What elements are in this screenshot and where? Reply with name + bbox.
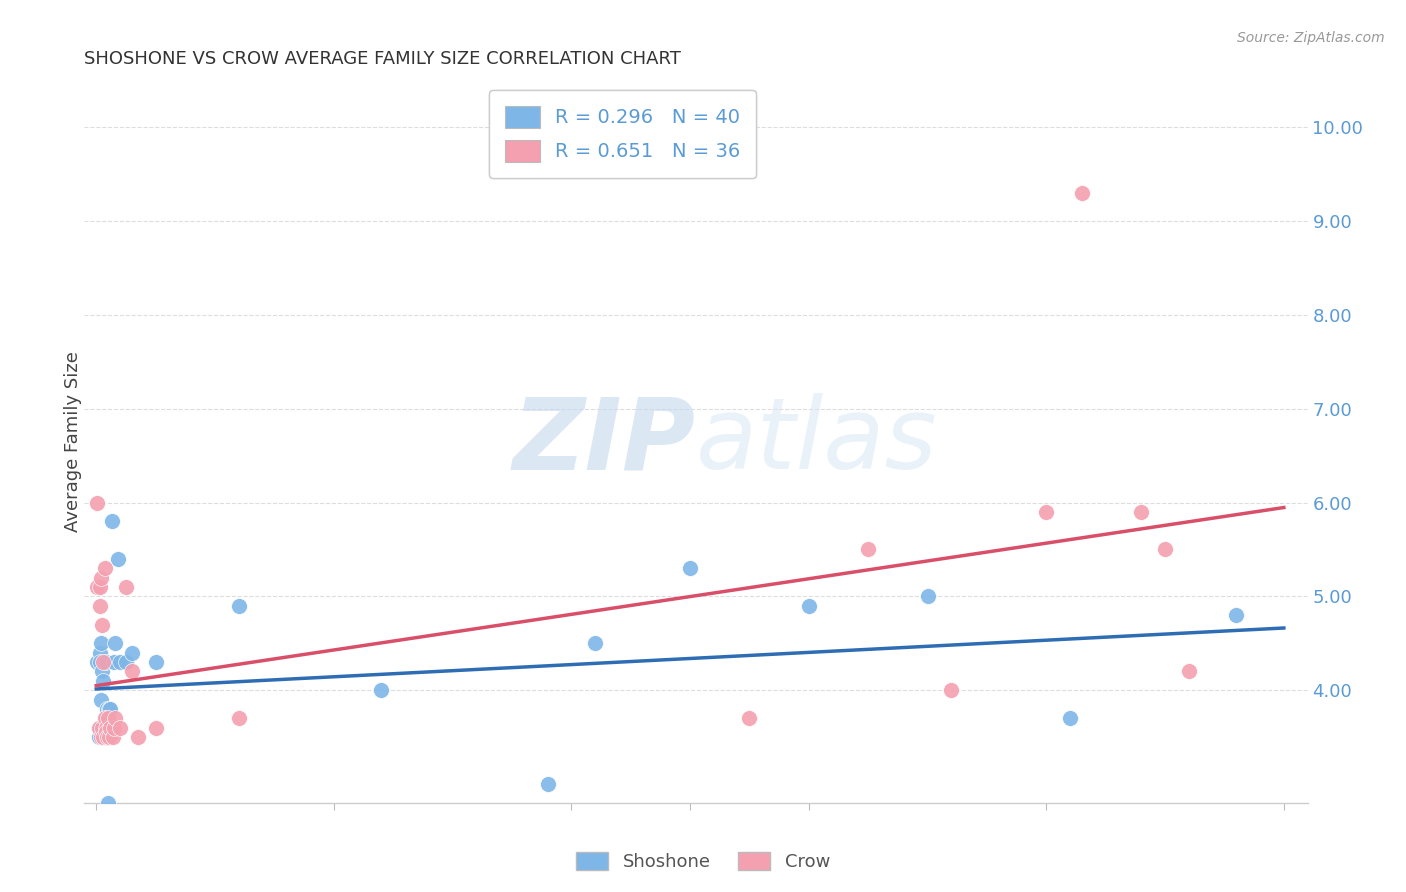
Point bbox=[115, 655, 138, 669]
Point bbox=[89, 580, 111, 594]
Point bbox=[104, 636, 127, 650]
Point bbox=[1154, 542, 1177, 557]
Point bbox=[90, 571, 112, 585]
Point bbox=[86, 580, 108, 594]
Text: ZIP: ZIP bbox=[513, 393, 696, 490]
Point bbox=[856, 542, 879, 557]
Point bbox=[98, 730, 121, 744]
Point bbox=[90, 730, 112, 744]
Point bbox=[370, 683, 392, 698]
Point bbox=[108, 721, 131, 735]
Point bbox=[93, 711, 115, 725]
Point bbox=[917, 590, 939, 604]
Point bbox=[87, 730, 110, 744]
Point bbox=[90, 692, 112, 706]
Point bbox=[98, 702, 121, 716]
Point bbox=[103, 721, 125, 735]
Point bbox=[679, 561, 702, 575]
Point bbox=[228, 599, 250, 613]
Point bbox=[145, 655, 167, 669]
Point bbox=[87, 721, 110, 735]
Point bbox=[101, 730, 124, 744]
Text: Source: ZipAtlas.com: Source: ZipAtlas.com bbox=[1237, 31, 1385, 45]
Point bbox=[941, 683, 963, 698]
Point bbox=[89, 721, 111, 735]
Point bbox=[121, 665, 143, 679]
Point bbox=[145, 721, 167, 735]
Point bbox=[97, 796, 120, 810]
Point bbox=[127, 730, 149, 744]
Point bbox=[93, 673, 115, 688]
Point bbox=[86, 655, 108, 669]
Point bbox=[97, 711, 120, 725]
Point bbox=[96, 702, 118, 716]
Point bbox=[86, 495, 108, 509]
Point bbox=[1130, 505, 1153, 519]
Point bbox=[346, 814, 368, 829]
Point bbox=[1071, 186, 1094, 200]
Point bbox=[108, 655, 131, 669]
Point bbox=[107, 551, 129, 566]
Point bbox=[94, 711, 117, 725]
Point bbox=[797, 599, 820, 613]
Legend: R = 0.296   N = 40, R = 0.651   N = 36: R = 0.296 N = 40, R = 0.651 N = 36 bbox=[489, 90, 756, 178]
Point bbox=[89, 599, 111, 613]
Point bbox=[103, 655, 125, 669]
Point bbox=[91, 725, 114, 739]
Point bbox=[94, 655, 117, 669]
Legend: Shoshone, Crow: Shoshone, Crow bbox=[568, 845, 838, 879]
Point bbox=[100, 702, 122, 716]
Point bbox=[583, 636, 606, 650]
Point bbox=[228, 711, 250, 725]
Point bbox=[97, 721, 120, 735]
Point bbox=[100, 721, 122, 735]
Point bbox=[93, 721, 115, 735]
Point bbox=[536, 777, 558, 791]
Text: atlas: atlas bbox=[696, 393, 938, 490]
Y-axis label: Average Family Size: Average Family Size bbox=[65, 351, 82, 532]
Point bbox=[93, 730, 115, 744]
Point bbox=[94, 725, 117, 739]
Point bbox=[91, 721, 114, 735]
Point bbox=[93, 730, 115, 744]
Point bbox=[121, 646, 143, 660]
Point bbox=[96, 730, 118, 744]
Point bbox=[91, 617, 114, 632]
Point bbox=[100, 514, 122, 528]
Point bbox=[93, 655, 115, 669]
Point bbox=[93, 561, 115, 575]
Point bbox=[89, 646, 111, 660]
Point bbox=[104, 711, 127, 725]
Point bbox=[94, 721, 117, 735]
Point bbox=[1178, 665, 1201, 679]
Point bbox=[91, 665, 114, 679]
Point bbox=[1225, 608, 1247, 623]
Point bbox=[91, 721, 114, 735]
Point bbox=[87, 721, 110, 735]
Point bbox=[89, 655, 111, 669]
Point bbox=[115, 580, 138, 594]
Point bbox=[90, 636, 112, 650]
Point bbox=[1059, 711, 1081, 725]
Point bbox=[93, 730, 115, 744]
Point bbox=[1035, 505, 1057, 519]
Text: SHOSHONE VS CROW AVERAGE FAMILY SIZE CORRELATION CHART: SHOSHONE VS CROW AVERAGE FAMILY SIZE COR… bbox=[84, 50, 682, 68]
Point bbox=[738, 711, 761, 725]
